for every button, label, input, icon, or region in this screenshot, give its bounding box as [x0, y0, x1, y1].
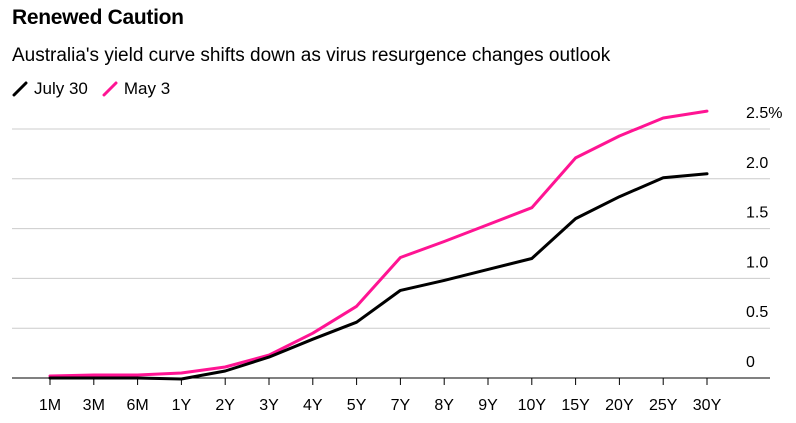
x-tick-label: 25Y [649, 397, 678, 414]
legend-item-may: May 3 [102, 79, 170, 99]
x-tick-label: 20Y [605, 397, 634, 414]
y-axis: 0 0.5 1.0 1.5 2.0 2.5% [746, 105, 782, 371]
x-tick-label: 1Y [172, 397, 192, 414]
x-tick-label: 8Y [434, 397, 454, 414]
x-tick-label: 7Y [391, 397, 411, 414]
x-tick-label: 5Y [347, 397, 367, 414]
x-tick-label: 30Y [693, 397, 722, 414]
legend-label-may: May 3 [123, 79, 171, 98]
legend-label-july: July 30 [34, 79, 88, 98]
x-tick-label: 10Y [518, 397, 547, 414]
series-lines [48, 109, 709, 381]
x-tick-label: 9Y [478, 397, 498, 414]
series-line-may-3 [48, 109, 709, 378]
y-tick-label: 0 [746, 354, 755, 371]
x-tick-label: 3Y [259, 397, 279, 414]
legend-item-july: July 30 [12, 79, 88, 99]
x-axis: 1M 3M 6M 1Y 2Y 3Y 4Y 5Y 7Y 8Y 9Y 10Y 15Y 20Y 25Y 30Y [12, 377, 770, 414]
y-tick-label: 2.5% [746, 105, 782, 122]
x-tick-label: 15Y [561, 397, 590, 414]
legend-swatch-july [12, 81, 28, 97]
chart-subtitle: Australia's yield curve shifts down as v… [12, 45, 611, 66]
y-tick-label: 0.5 [746, 304, 768, 321]
x-tick-label: 3M [83, 397, 105, 414]
x-tick-label: 1M [39, 397, 61, 414]
y-tick-label: 1.5 [746, 205, 768, 222]
y-tick-label: 2.0 [746, 155, 768, 172]
grid-lines [12, 128, 770, 329]
x-tick-label: 2Y [215, 397, 235, 414]
y-tick-label: 1.0 [746, 254, 768, 271]
x-tick-label: 4Y [303, 397, 323, 414]
x-tick-label: 6M [126, 397, 148, 414]
legend: July 30 May 3 [12, 79, 184, 99]
series-line-july-30 [48, 172, 709, 381]
chart-title: Renewed Caution [12, 6, 184, 29]
legend-swatch-may [102, 81, 118, 97]
